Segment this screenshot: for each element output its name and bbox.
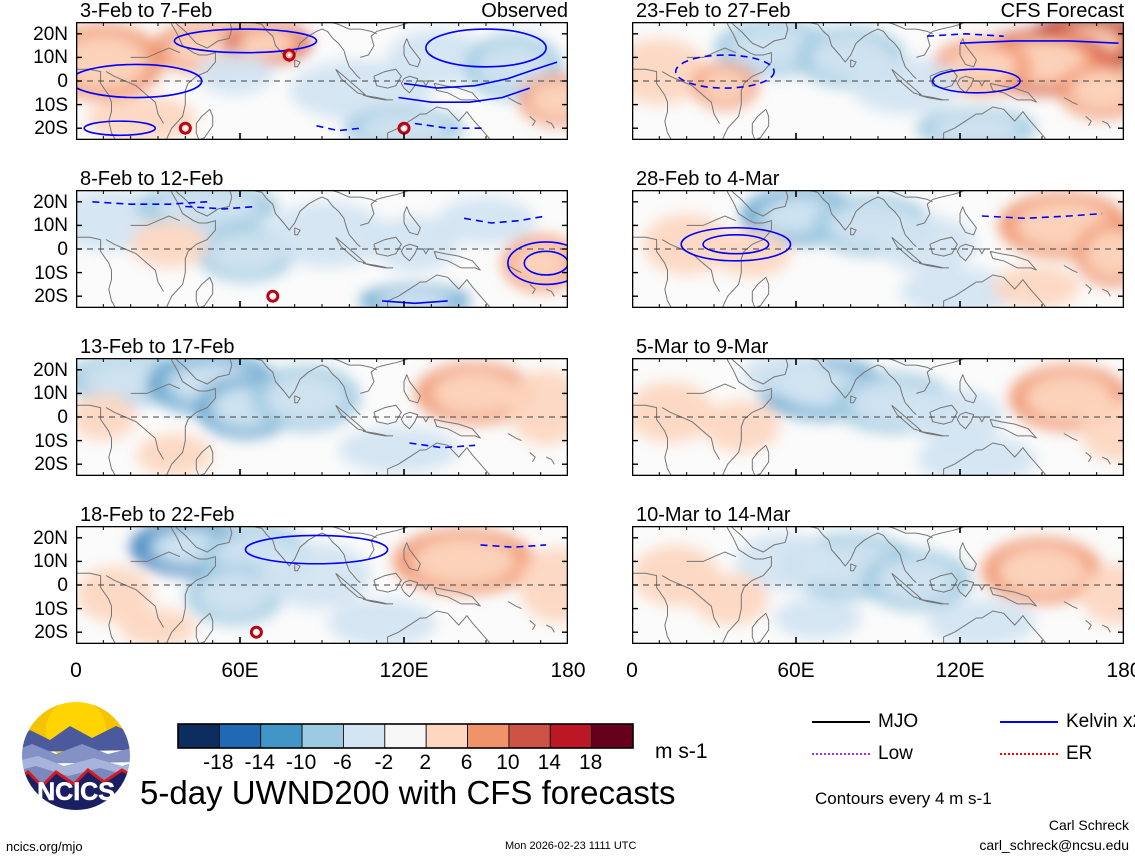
coastlines (632, 190, 1111, 308)
map-panel (632, 358, 1124, 476)
site-url[interactable]: ncics.org/mjo (6, 839, 83, 854)
legend-label: Low (878, 743, 913, 764)
panel-title: 18-Feb to 22-Feb (80, 504, 235, 526)
ncics-logo: NCICS (12, 700, 140, 812)
legend-line-sample (1000, 719, 1058, 725)
colorbar-tick-label: 18 (578, 751, 603, 774)
colorbar-tick-label: 10 (496, 751, 520, 774)
coastlines (632, 526, 1111, 644)
y-axis-tick-label: 0 (57, 71, 68, 92)
er-contours (249, 625, 263, 639)
kelvin-contours (674, 32, 1119, 94)
colorbar-tick-label: -10 (285, 751, 317, 774)
colorbar-tick-label: 6 (460, 751, 473, 774)
timestamp: Mon 2026-02-23 1111 UTC (505, 840, 637, 852)
y-axis-tick-label: 10S (34, 598, 68, 620)
map-panel (632, 526, 1124, 644)
y-axis-tick-label: 20S (34, 454, 68, 476)
panel-title: 10-Mar to 14-Mar (636, 504, 791, 526)
map-panel (76, 22, 568, 140)
y-axis-tick-label: 0 (57, 239, 68, 260)
x-axis-tick-label: 120E (935, 659, 985, 682)
y-axis-tick-label: 20S (34, 622, 68, 644)
er-contours (266, 289, 280, 303)
column-header: Observed (481, 0, 568, 22)
contour-interval-note: Contours every 4 m s-1 (815, 789, 992, 808)
y-axis-tick-label: 10N (33, 383, 68, 405)
legend-line-sample (812, 719, 870, 725)
coastlines (632, 358, 1111, 476)
kelvin-contours (244, 534, 547, 565)
map-panel (76, 526, 568, 644)
legend-label: Kelvin x2 (1066, 711, 1135, 732)
y-axis-tick-label: 20N (33, 23, 68, 45)
y-axis-tick-label: 10S (34, 262, 68, 284)
legend-line-sample (812, 751, 870, 757)
anomaly-shading (642, 190, 1124, 308)
map-panel (632, 22, 1124, 140)
colorbar-tick-label: -2 (374, 751, 394, 774)
anomaly-shading (76, 358, 568, 476)
coastlines (76, 358, 555, 476)
x-axis-tick-label: 60E (777, 659, 815, 682)
author-name: Carl Schreck (1048, 817, 1129, 833)
y-axis-tick-label: 0 (57, 407, 68, 428)
coastlines (76, 526, 555, 644)
panel-title: 23-Feb to 27-Feb (636, 0, 791, 22)
y-axis-tick-label: 20N (33, 359, 68, 381)
colorbar-tick-label: -18 (203, 751, 234, 774)
map-panel (632, 190, 1124, 308)
colorbar-tick-label: 14 (537, 751, 561, 774)
map-panel (76, 358, 568, 476)
x-axis-tick-label: 0 (70, 659, 82, 682)
x-axis-tick-label: 120E (379, 659, 429, 682)
x-axis-tick-label: 0 (626, 659, 638, 682)
y-axis-tick-label: 10N (33, 215, 68, 237)
anomaly-shading (76, 526, 568, 644)
legend-label: MJO (878, 711, 919, 732)
x-axis-tick-label: 60E (221, 659, 259, 682)
x-axis-tick-label: 180 (1106, 659, 1135, 682)
author-email[interactable]: carl_schreck@ncsu.edu (979, 837, 1129, 853)
panel-title: 3-Feb to 7-Feb (80, 0, 213, 22)
coastlines (76, 190, 555, 308)
colorbar-tick-label: -6 (333, 751, 352, 774)
colorbar-tick-label: -14 (244, 751, 275, 774)
panel-title: 13-Feb to 17-Feb (80, 336, 235, 358)
y-axis-tick-label: 10N (33, 551, 68, 573)
legend-label: ER (1066, 743, 1093, 764)
column-header: CFS Forecast (1000, 0, 1124, 22)
colorbar-swatches (177, 723, 634, 749)
y-axis-tick-label: 10S (34, 430, 68, 452)
colorbar-units: m s-1 (655, 740, 708, 763)
panel-title: 28-Feb to 4-Mar (636, 168, 780, 190)
y-axis-tick-label: 20S (34, 286, 68, 308)
y-axis-tick-label: 20N (33, 527, 68, 549)
colorbar-tick-label: 2 (419, 751, 432, 774)
legend-line-sample (1000, 751, 1058, 757)
y-axis-tick-label: 20N (33, 191, 68, 213)
coastlines (76, 22, 555, 140)
svg-text:NCICS: NCICS (37, 778, 115, 806)
y-axis-tick-label: 20S (34, 118, 68, 140)
y-axis-tick-label: 0 (57, 575, 68, 596)
map-panel (76, 190, 568, 308)
kelvin-contours (76, 28, 558, 137)
y-axis-tick-label: 10N (33, 47, 68, 69)
x-axis-tick-label: 180 (550, 659, 586, 682)
anomaly-shading (632, 22, 1124, 140)
y-axis-tick-label: 10S (34, 94, 68, 116)
panel-title: 8-Feb to 12-Feb (80, 168, 224, 190)
kelvin-contours (680, 212, 1103, 262)
page-title: 5-day UWND200 with CFS forecasts (140, 774, 676, 811)
panel-title: 5-Mar to 9-Mar (636, 336, 769, 358)
